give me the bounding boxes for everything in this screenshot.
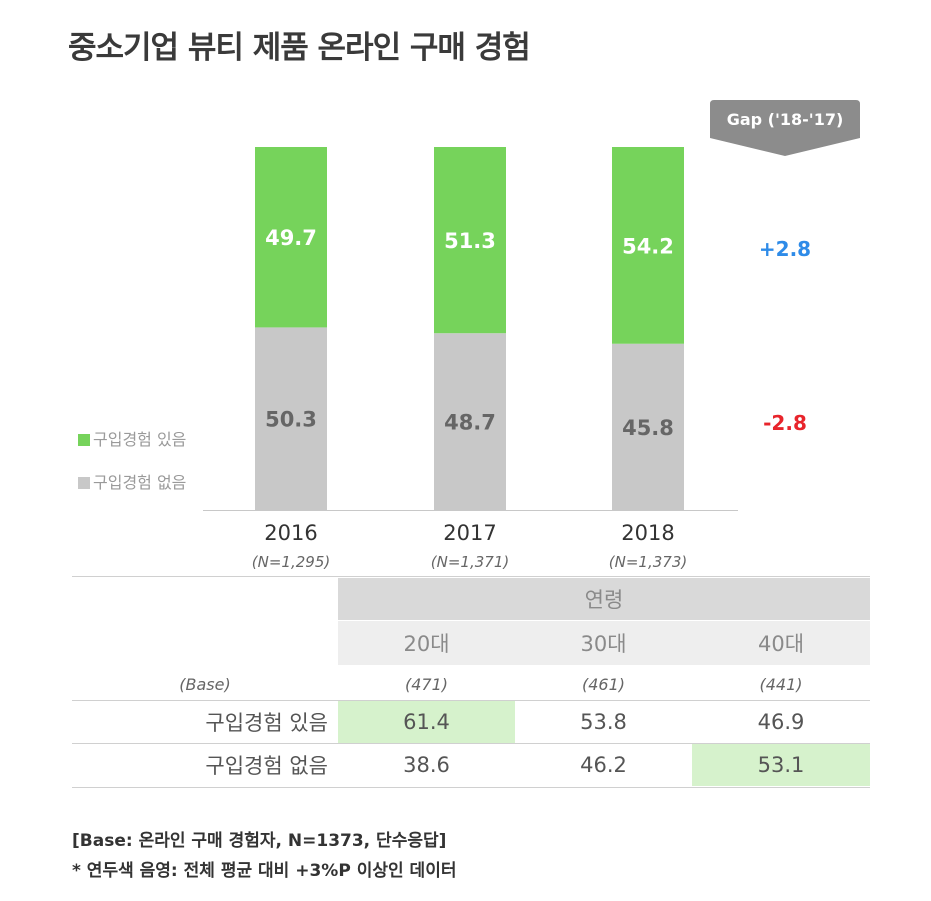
table-cell-highlight: 53.1	[692, 744, 870, 786]
table-base-row: (Base) (471) (461) (441)	[72, 668, 870, 700]
table-divider	[72, 743, 870, 744]
x-tick-note: (N=1,371)	[431, 553, 509, 571]
bar-segment-purchased	[255, 147, 327, 328]
data-label-purchased: 49.7	[265, 226, 317, 250]
table-top-line	[72, 576, 870, 577]
bar-segment-purchased	[612, 147, 684, 344]
table-row: 구입경험 있음 61.4 53.8 46.9	[72, 701, 870, 743]
x-tick-label: 2018	[621, 521, 674, 545]
table-cell: 53.8	[580, 710, 627, 734]
stacked-bar-chart: 49.7 50.3 2016 (N=1,295) 51.3 48.7 2017 (N=1,37…	[203, 147, 738, 571]
column-header-40s: 40대	[757, 632, 805, 656]
legend-label: 구입경험 있음	[93, 430, 187, 449]
footnote-shading: * 연두색 음영: 전체 평균 대비 +3%P 이상인 데이터	[72, 861, 457, 881]
x-tick-note: (N=1,295)	[252, 553, 330, 571]
legend-swatch-gray	[78, 477, 90, 489]
data-label-not-purchased: 45.8	[622, 416, 674, 440]
gap-header: Gap ('18-'17)	[726, 110, 844, 129]
row-label: 구입경험 없음	[205, 754, 328, 778]
x-tick-label: 2016	[264, 521, 317, 545]
base-value: (441)	[759, 674, 803, 694]
table-bottom-line	[72, 787, 870, 788]
column-header-20s: 20대	[403, 632, 450, 656]
base-value: (461)	[581, 674, 626, 694]
bar-segment-not-purchased	[434, 333, 506, 510]
legend-item-purchased: 구입경험 있음	[78, 426, 186, 450]
table-divider	[72, 700, 870, 701]
table-cell-highlight: 61.4	[338, 701, 515, 743]
bar-segment-not-purchased	[612, 343, 684, 510]
gap-badge	[710, 100, 860, 156]
table-cell: 46.2	[580, 753, 627, 777]
table-row: 구입경험 없음 38.6 46.2 53.1	[72, 744, 870, 786]
data-label-purchased: 54.2	[622, 234, 674, 258]
table-cell: 46.9	[757, 710, 805, 734]
table-cell: 38.6	[403, 753, 450, 777]
row-label: 구입경험 있음	[205, 711, 328, 735]
data-label-not-purchased: 48.7	[444, 411, 496, 435]
table-group-header-row: 연령	[72, 578, 870, 620]
bar-segment-purchased	[434, 147, 506, 334]
legend-swatch-green	[78, 434, 90, 446]
legend-item-not-purchased: 구입경험 없음	[78, 469, 186, 493]
column-header-30s: 30대	[580, 632, 627, 656]
legend-label: 구입경험 없음	[93, 473, 187, 492]
group-header: 연령	[338, 578, 870, 620]
gap-value-positive: +2.8	[758, 237, 812, 261]
bar-segment-not-purchased	[255, 327, 327, 510]
x-tick-label: 2017	[443, 521, 496, 545]
x-tick-note: (N=1,373)	[609, 553, 687, 571]
page-title: 중소기업 뷰티 제품 온라인 구매 경험	[68, 30, 531, 66]
footnote-base: [Base: 온라인 구매 경험자, N=1373, 단수응답]	[72, 831, 447, 851]
data-label-purchased: 51.3	[444, 229, 496, 253]
table-column-header-row: 20대 30대 40대	[72, 621, 870, 665]
gap-value-negative: -2.8	[763, 411, 807, 435]
column-header-bg	[338, 621, 870, 665]
base-value: (471)	[404, 674, 449, 694]
base-label: (Base)	[179, 674, 231, 694]
data-label-not-purchased: 50.3	[265, 408, 317, 432]
